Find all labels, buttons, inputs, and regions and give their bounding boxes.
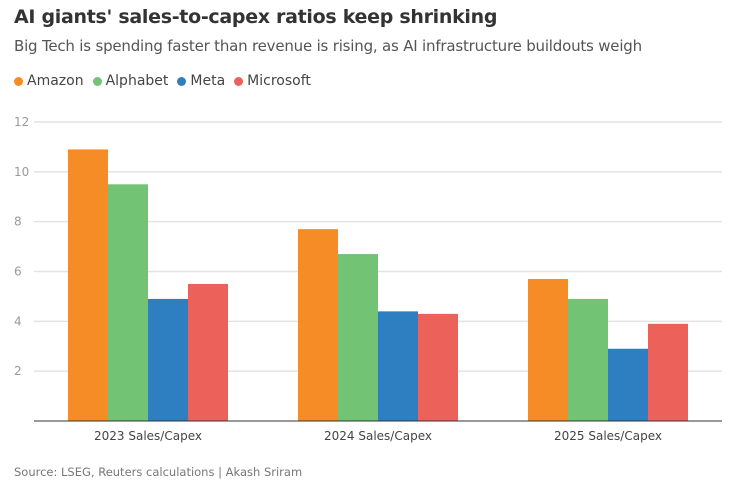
chart-subtitle: Big Tech is spending faster than revenue…: [14, 37, 642, 55]
chart-title: AI giants' sales-to-capex ratios keep sh…: [14, 6, 498, 28]
bar-alphabet: [568, 298, 608, 421]
x-category-label: 2025 Sales/Capex: [554, 429, 662, 443]
legend-label: Alphabet: [105, 73, 169, 89]
bar-alphabet: [338, 254, 378, 421]
legend-item-meta: Meta: [177, 73, 225, 89]
y-tick-label: 4: [14, 314, 22, 328]
legend-item-alphabet: Alphabet: [92, 73, 169, 89]
legend-dot-icon: [14, 76, 23, 86]
bar-meta: [608, 348, 648, 421]
bar-microsoft: [418, 313, 458, 421]
legend-dot-icon: [177, 76, 187, 86]
y-tick-label: 2: [14, 364, 22, 378]
legend-item-microsoft: Microsoft: [234, 73, 311, 89]
legend: Amazon Alphabet Meta Microsoft: [14, 73, 311, 89]
legend-label: Amazon: [27, 73, 84, 89]
legend-dot-icon: [234, 76, 244, 86]
bar-amazon: [298, 229, 338, 421]
bar-microsoft: [188, 283, 228, 421]
legend-dot-icon: [92, 76, 102, 86]
bar-alphabet: [108, 184, 148, 421]
x-category-label: 2024 Sales/Capex: [324, 429, 432, 443]
x-category-label: 2023 Sales/Capex: [94, 429, 202, 443]
bar-meta: [148, 298, 188, 421]
y-tick-label: 12: [14, 115, 29, 129]
y-tick-label: 8: [14, 215, 22, 229]
bar-amazon: [68, 149, 108, 422]
legend-label: Meta: [190, 73, 226, 89]
legend-label: Microsoft: [247, 73, 311, 89]
bar-microsoft: [648, 323, 688, 421]
source-note: Source: LSEG, Reuters calculations | Aka…: [14, 465, 303, 479]
legend-item-amazon: Amazon: [14, 73, 84, 89]
bar-meta: [378, 311, 418, 421]
y-tick-label: 10: [14, 165, 29, 179]
y-tick-label: 6: [14, 265, 22, 279]
bar-amazon: [528, 278, 568, 421]
